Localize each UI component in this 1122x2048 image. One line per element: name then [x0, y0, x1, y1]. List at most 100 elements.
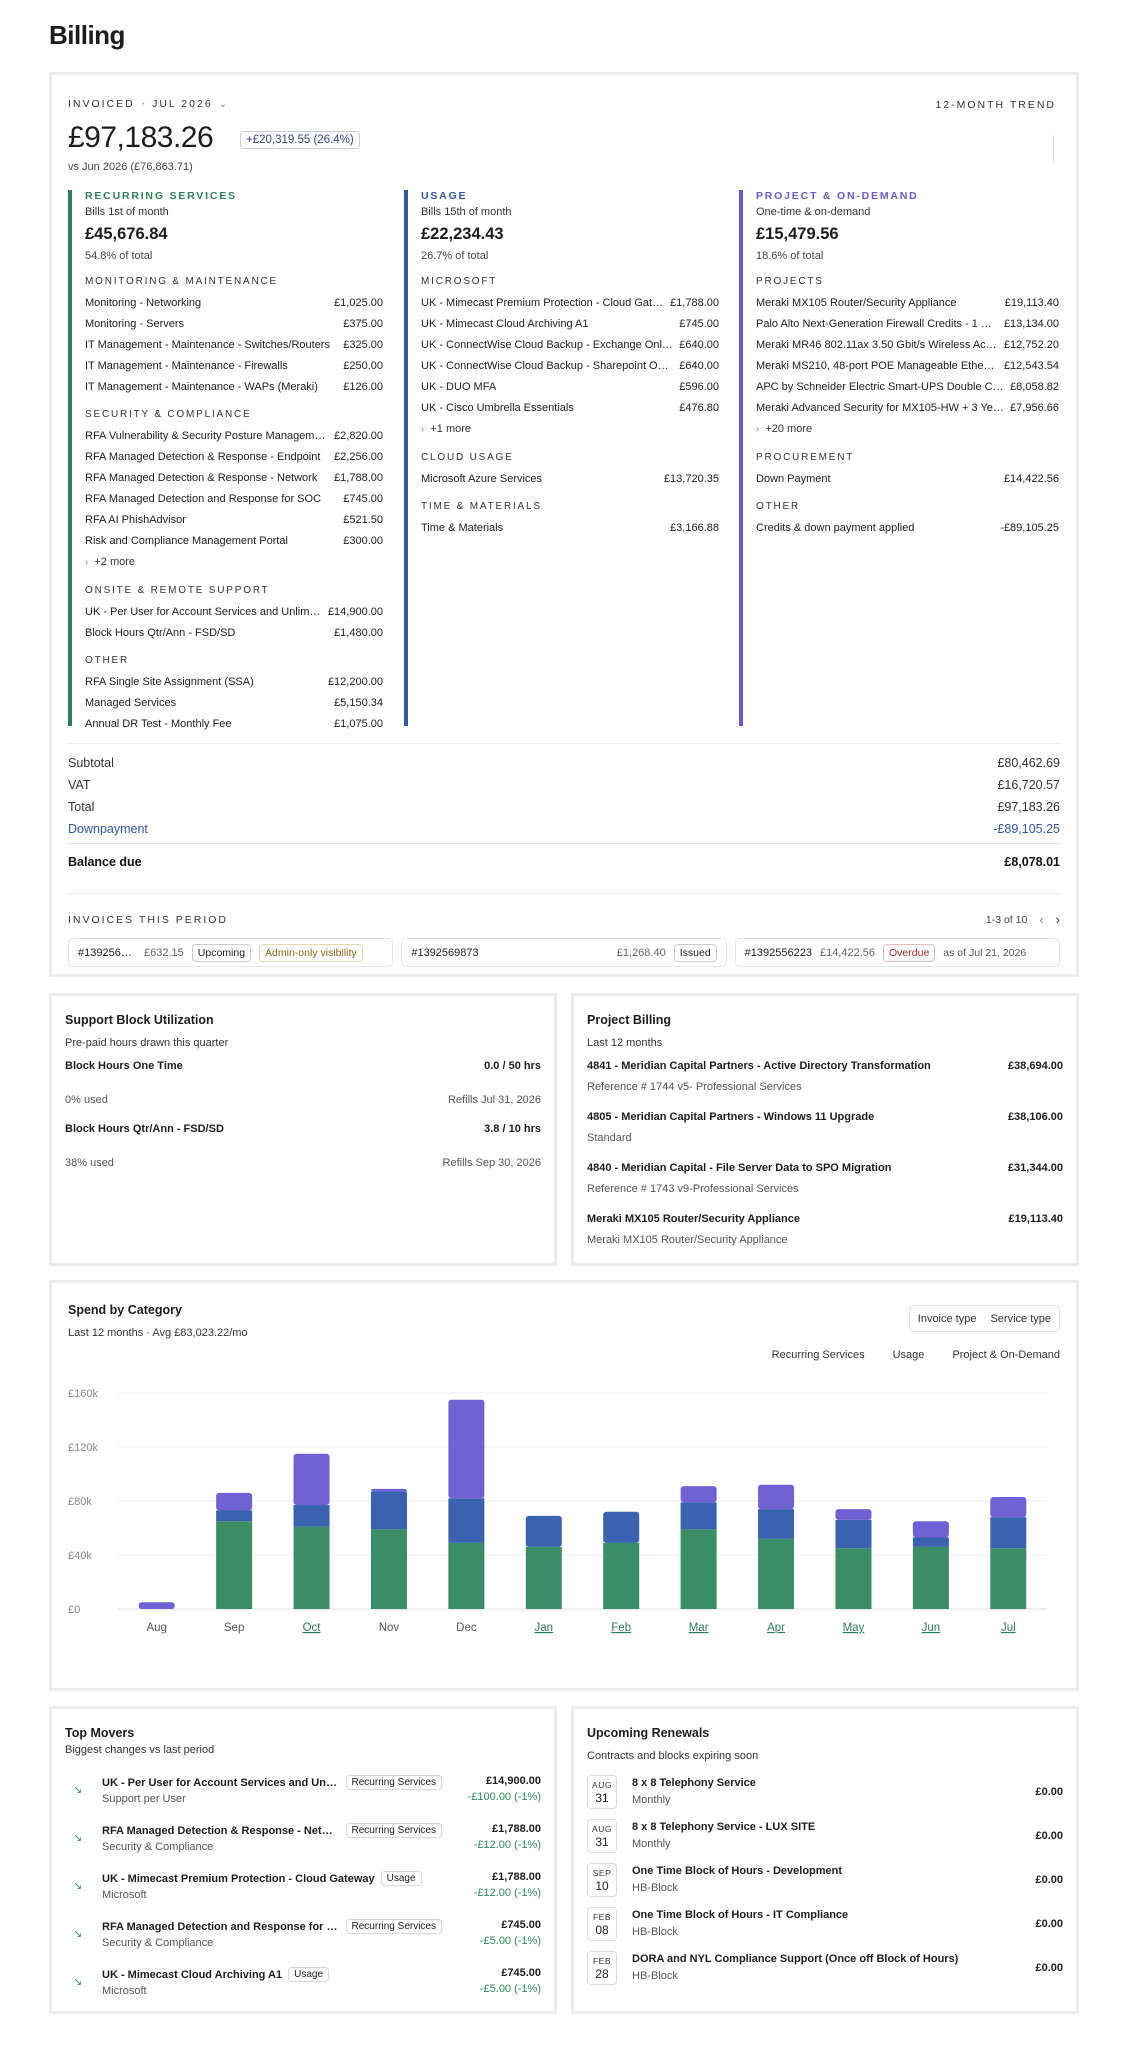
- bar-project-on-demand-apr[interactable]: [758, 1484, 795, 1510]
- x-tick-label[interactable]: Aug: [146, 1622, 166, 1634]
- bar-recurring-services-nov[interactable]: [370, 1529, 407, 1609]
- project-item[interactable]: 4805 - Meridian Capital Partners - Windo…: [587, 1111, 1063, 1144]
- bar-project-on-demand-dec[interactable]: [448, 1399, 485, 1499]
- line-item[interactable]: APC by Schneider Electric Smart-UPS Doub…: [756, 376, 1059, 397]
- line-item[interactable]: Monitoring - Networking £1,025.00: [85, 292, 383, 313]
- legend-project[interactable]: Project & On-Demand: [952, 1349, 1060, 1361]
- bar-recurring-services-jan[interactable]: [525, 1546, 562, 1609]
- line-item[interactable]: RFA Vulnerability & Security Posture Man…: [85, 425, 383, 446]
- bar-project-on-demand-oct[interactable]: [293, 1453, 330, 1506]
- downpayment-row[interactable]: Downpayment -£89,105.25: [68, 818, 1060, 840]
- legend-recurring[interactable]: Recurring Services: [771, 1349, 865, 1361]
- line-item[interactable]: UK - DUO MFA £596.00: [421, 376, 719, 397]
- project-item[interactable]: 4841 - Meridian Capital Partners - Activ…: [587, 1060, 1063, 1093]
- line-item[interactable]: IT Management - Maintenance - Switches/R…: [85, 334, 383, 355]
- mover-row[interactable]: ↘ RFA Managed Detection and Response for …: [65, 1919, 541, 1963]
- line-item[interactable]: IT Management - Maintenance - Firewalls £…: [85, 355, 383, 376]
- line-item[interactable]: Meraki MX105 Router/Security Appliance £1…: [756, 292, 1059, 313]
- toggle-service-type[interactable]: Service type: [990, 1312, 1051, 1325]
- line-item[interactable]: UK - ConnectWise Cloud Backup - Exchange…: [421, 334, 719, 355]
- bar-project-on-demand-jul[interactable]: [990, 1496, 1027, 1518]
- bar-recurring-services-mar[interactable]: [680, 1529, 717, 1609]
- bar-recurring-services-feb[interactable]: [603, 1542, 640, 1609]
- mover-row[interactable]: ↘ UK - Per User for Account Services and …: [65, 1775, 541, 1819]
- mover-row[interactable]: ↘ UK - Mimecast Cloud Archiving A1 Usage Mi…: [65, 1967, 541, 2011]
- bar-usage-apr[interactable]: [758, 1509, 795, 1539]
- bar-recurring-services-oct[interactable]: [293, 1526, 330, 1609]
- line-item[interactable]: Meraki Advanced Security for MX105-HW + …: [756, 397, 1059, 418]
- x-tick-label[interactable]: Jul: [1001, 1622, 1016, 1634]
- bar-project-on-demand-aug[interactable]: [138, 1602, 175, 1609]
- line-item[interactable]: RFA Managed Detection and Response for S…: [85, 488, 383, 509]
- x-tick-label[interactable]: Apr: [767, 1622, 785, 1634]
- bar-project-on-demand-sep[interactable]: [216, 1492, 253, 1511]
- bar-usage-jan[interactable]: [525, 1515, 562, 1547]
- line-item[interactable]: Monitoring - Servers £375.00: [85, 313, 383, 334]
- period-selector[interactable]: JUL 2026: [152, 98, 213, 110]
- line-item[interactable]: UK - Per User for Account Services and U…: [85, 601, 383, 622]
- bar-project-on-demand-mar[interactable]: [680, 1486, 717, 1503]
- line-item[interactable]: Managed Services £5,150.34: [85, 692, 383, 713]
- legend-usage[interactable]: Usage: [892, 1349, 925, 1361]
- line-item[interactable]: RFA Managed Detection & Response - Endpo…: [85, 446, 383, 467]
- x-tick-label[interactable]: Feb: [611, 1622, 631, 1634]
- invoice-card[interactable]: #1392556223 £14,422.56 Overdue as of Jul 21…: [734, 938, 1060, 967]
- bar-project-on-demand-may[interactable]: [835, 1509, 872, 1520]
- x-tick-label[interactable]: Jan: [535, 1622, 554, 1634]
- bar-usage-nov[interactable]: [370, 1491, 407, 1530]
- line-item[interactable]: RFA AI PhishAdvisor £521.50: [85, 509, 383, 530]
- bar-usage-mar[interactable]: [680, 1502, 717, 1530]
- mover-row[interactable]: ↘ RFA Managed Detection & Response - Netw…: [65, 1823, 541, 1867]
- bar-project-on-demand-nov[interactable]: [370, 1488, 407, 1492]
- bar-project-on-demand-jun[interactable]: [912, 1521, 949, 1538]
- show-more-button[interactable]: › +1 more: [421, 418, 719, 440]
- bar-usage-feb[interactable]: [603, 1511, 640, 1543]
- toggle-invoice-type[interactable]: Invoice type: [917, 1312, 977, 1325]
- renewal-row[interactable]: AUG 31 8 x 8 Telephony Service - LUX SITE M…: [587, 1819, 1063, 1857]
- line-item[interactable]: Time & Materials £3,166.88: [421, 517, 719, 538]
- bar-usage-sep[interactable]: [216, 1510, 253, 1522]
- x-tick-label[interactable]: Dec: [456, 1622, 477, 1634]
- bar-recurring-services-may[interactable]: [835, 1548, 872, 1609]
- chevron-down-icon[interactable]: ⌄: [218, 98, 228, 110]
- line-item[interactable]: RFA Managed Detection & Response - Netwo…: [85, 467, 383, 488]
- invoice-card[interactable]: #1392567413 £632.15 Upcoming Admin-only vis…: [68, 938, 394, 967]
- chevron-left-icon[interactable]: ‹: [1039, 912, 1044, 927]
- bar-usage-dec[interactable]: [448, 1498, 485, 1543]
- line-item[interactable]: Microsoft Azure Services £13,720.35: [421, 468, 719, 489]
- renewal-row[interactable]: SEP 10 One Time Block of Hours - Developme…: [587, 1863, 1063, 1901]
- line-item[interactable]: Meraki MR46 802.11ax 3.50 Gbit/s Wireles…: [756, 334, 1059, 355]
- mover-row[interactable]: ↘ UK - Mimecast Premium Protection - Clou…: [65, 1871, 541, 1915]
- renewal-row[interactable]: FEB 08 One Time Block of Hours - IT Compli…: [587, 1907, 1063, 1945]
- show-more-button[interactable]: › +20 more: [756, 418, 1059, 440]
- show-more-button[interactable]: › +2 more: [85, 551, 383, 573]
- invoice-card[interactable]: #1392569873 £1,268.40 Issued: [401, 938, 727, 967]
- line-item[interactable]: Palo Alto Next-Generation Firewall Credi…: [756, 313, 1059, 334]
- x-tick-label[interactable]: Jun: [922, 1622, 941, 1634]
- renewal-row[interactable]: FEB 28 DORA and NYL Compliance Support (On…: [587, 1951, 1063, 1989]
- x-tick-label[interactable]: Nov: [379, 1622, 400, 1634]
- x-tick-label[interactable]: May: [843, 1622, 865, 1634]
- bar-usage-oct[interactable]: [293, 1505, 330, 1527]
- chevron-right-icon[interactable]: ›: [1055, 912, 1060, 927]
- line-item[interactable]: Down Payment £14,422.56: [756, 468, 1059, 489]
- bar-recurring-services-dec[interactable]: [448, 1542, 485, 1609]
- line-item[interactable]: UK - ConnectWise Cloud Backup - Sharepoi…: [421, 355, 719, 376]
- bar-recurring-services-apr[interactable]: [758, 1538, 795, 1609]
- x-tick-label[interactable]: Sep: [224, 1622, 244, 1634]
- project-item[interactable]: Meraki MX105 Router/Security Appliance £1…: [587, 1213, 1063, 1246]
- line-item[interactable]: Annual DR Test - Monthly Fee £1,075.00: [85, 713, 383, 734]
- x-tick-label[interactable]: Mar: [689, 1622, 709, 1634]
- project-item[interactable]: 4840 - Meridian Capital - File Server Da…: [587, 1162, 1063, 1195]
- line-item[interactable]: Meraki MS210, 48-port POE Manageable Eth…: [756, 355, 1059, 376]
- bar-recurring-services-jun[interactable]: [912, 1546, 949, 1609]
- x-tick-label[interactable]: Oct: [303, 1622, 322, 1634]
- line-item[interactable]: UK - Cisco Umbrella Essentials £476.80: [421, 397, 719, 418]
- bar-usage-may[interactable]: [835, 1519, 872, 1549]
- line-item[interactable]: IT Management - Maintenance - WAPs (Mera…: [85, 376, 383, 397]
- line-item[interactable]: Risk and Compliance Management Portal £30…: [85, 530, 383, 551]
- line-item[interactable]: RFA Single Site Assignment (SSA) £12,200.…: [85, 671, 383, 692]
- bar-usage-jul[interactable]: [990, 1517, 1027, 1549]
- bar-recurring-services-jul[interactable]: [990, 1548, 1027, 1609]
- bar-usage-jun[interactable]: [912, 1537, 949, 1547]
